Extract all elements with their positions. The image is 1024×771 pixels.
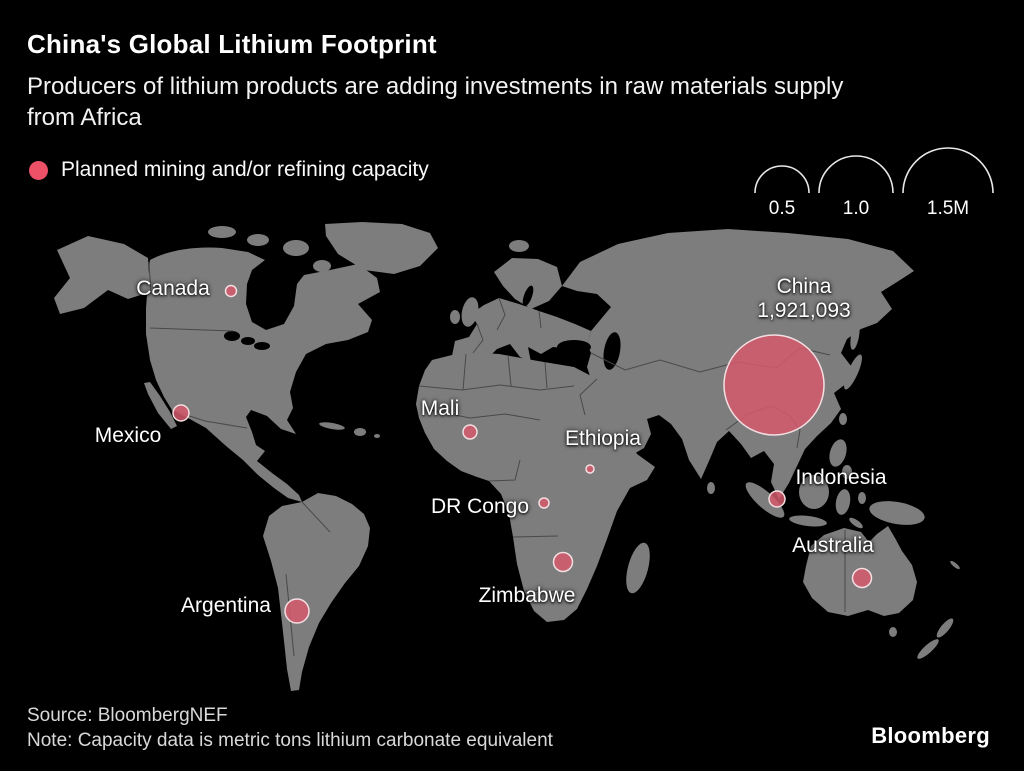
island-madagascar [626, 542, 650, 594]
footer: Source: BloombergNEF Note: Capacity data… [27, 703, 553, 753]
landmass-baja [144, 382, 177, 429]
bubble-argentina [284, 598, 310, 624]
great-lakes [224, 331, 240, 341]
size-legend: 0.5 1.0 1.5M [754, 147, 994, 219]
legend-label: Planned mining and/or refining capacity [61, 158, 429, 181]
great-lakes [241, 337, 255, 345]
island-new-zealand-south [917, 639, 939, 659]
chart-subtitle-line-2: from Africa [27, 104, 142, 131]
landmass-greenland [325, 222, 438, 274]
island-taiwan [839, 413, 847, 425]
island-puerto-rico [374, 434, 380, 438]
legend-dot-icon [29, 160, 48, 180]
chart-subtitle: Producers of lithium products are adding… [27, 71, 843, 133]
island-hispaniola [354, 428, 366, 436]
black-sea [557, 340, 591, 354]
island-tasmania [889, 627, 897, 637]
bubble-zimbabwe [552, 551, 574, 573]
island-sakhalin [850, 322, 860, 350]
island-new-guinea [869, 501, 925, 525]
bubble-mali [462, 424, 478, 440]
size-legend-arc-0-5 [754, 165, 810, 194]
landmass-south-america [263, 493, 370, 691]
size-legend-tick-1-5m: 1.5M [927, 198, 969, 219]
arctic-island [283, 240, 309, 256]
island-japan [844, 354, 862, 390]
island-ireland [450, 310, 460, 324]
caspian-sea [603, 332, 621, 370]
island-sri-lanka [707, 482, 715, 494]
bubble-canada [224, 284, 238, 298]
size-legend-tick-1-0: 1.0 [843, 198, 869, 219]
island-moluccas [858, 492, 866, 504]
island-philippines-south [842, 465, 852, 479]
island-iceland [509, 240, 529, 252]
arctic-island [313, 260, 331, 272]
island-cuba [319, 422, 345, 430]
arctic-island [247, 234, 269, 246]
bloomberg-logo: Bloomberg [871, 723, 990, 748]
landmass-north-america [146, 247, 380, 502]
landmass-scandinavia [494, 258, 562, 309]
chart-title: China's Global Lithium Footprint [27, 29, 437, 59]
size-legend-arc-1-5m [902, 147, 994, 194]
bubble-dr-congo [538, 497, 550, 509]
island-new-caledonia [950, 560, 960, 570]
source-line: Source: BloombergNEF [27, 705, 228, 726]
bubble-mexico [172, 404, 190, 422]
landmass-alaska [54, 236, 150, 314]
bubble-australia [851, 567, 873, 589]
bubble-ethiopia [585, 464, 595, 474]
arctic-island [208, 226, 236, 238]
size-legend-arc-1-0 [818, 155, 894, 194]
note-line: Note: Capacity data is metric tons lithi… [27, 730, 553, 751]
capacity-bubbles [172, 284, 873, 624]
island-java [789, 515, 827, 527]
island-great-britain [461, 297, 479, 327]
world-map-land [54, 222, 960, 691]
island-new-zealand-north [936, 618, 954, 638]
baltic-sea [522, 285, 534, 307]
landmass-europe [452, 298, 591, 367]
great-lakes [254, 342, 270, 350]
size-legend-tick-0-5: 0.5 [769, 198, 795, 219]
island-borneo [799, 475, 829, 509]
island-timor [849, 517, 863, 529]
island-sulawesi [835, 489, 851, 515]
legend: Planned mining and/or refining capacity [29, 158, 429, 182]
chart-subtitle-line-1: Producers of lithium products are adding… [27, 73, 844, 100]
bubble-indonesia [768, 490, 786, 508]
island-philippines [829, 439, 847, 467]
bubble-china [723, 334, 825, 436]
island-sumatra [745, 482, 785, 518]
